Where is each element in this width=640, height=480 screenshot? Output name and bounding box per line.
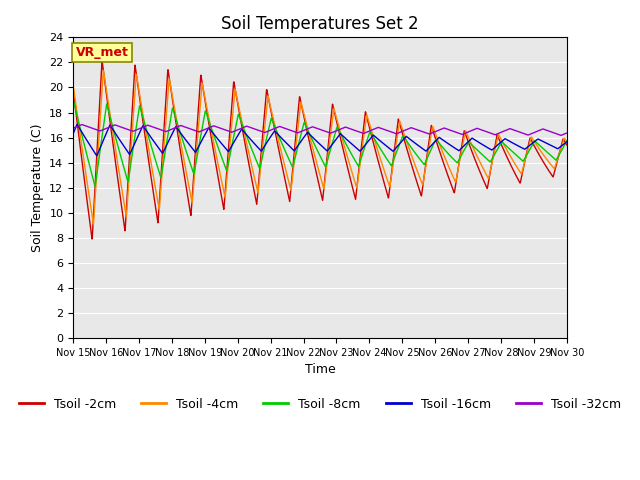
Tsoil -8cm: [345, 146, 353, 152]
Tsoil -16cm: [334, 134, 342, 140]
Tsoil -32cm: [557, 132, 565, 138]
Tsoil -8cm: [563, 138, 571, 144]
X-axis label: Time: Time: [305, 363, 335, 376]
Tsoil -32cm: [520, 131, 527, 136]
Tsoil -16cm: [563, 139, 571, 144]
Tsoil -16cm: [73, 121, 81, 127]
Tsoil -2cm: [334, 126, 342, 132]
Tsoil -32cm: [69, 125, 77, 131]
Tsoil -2cm: [520, 164, 527, 169]
Line: Tsoil -2cm: Tsoil -2cm: [73, 61, 567, 239]
Tsoil -2cm: [534, 149, 541, 155]
Tsoil -8cm: [520, 157, 527, 163]
Tsoil -16cm: [345, 139, 353, 144]
Tsoil -4cm: [534, 144, 541, 149]
Tsoil -4cm: [100, 68, 108, 73]
Tsoil -2cm: [207, 135, 215, 141]
Tsoil -8cm: [534, 141, 541, 146]
Line: Tsoil -16cm: Tsoil -16cm: [73, 124, 567, 156]
Line: Tsoil -4cm: Tsoil -4cm: [73, 71, 567, 224]
Tsoil -2cm: [463, 137, 471, 143]
Tsoil -8cm: [69, 104, 77, 110]
Tsoil -32cm: [334, 127, 342, 133]
Title: Soil Temperatures Set 2: Soil Temperatures Set 2: [221, 15, 419, 33]
Tsoil -32cm: [78, 121, 86, 127]
Tsoil -4cm: [69, 82, 77, 87]
Tsoil -32cm: [533, 129, 541, 134]
Tsoil -8cm: [207, 125, 215, 131]
Tsoil -2cm: [69, 86, 77, 92]
Tsoil -2cm: [99, 58, 106, 64]
Tsoil -32cm: [563, 130, 571, 136]
Tsoil -32cm: [207, 124, 215, 130]
Tsoil -16cm: [207, 128, 215, 134]
Tsoil -8cm: [334, 126, 342, 132]
Legend: Tsoil -2cm, Tsoil -4cm, Tsoil -8cm, Tsoil -16cm, Tsoil -32cm: Tsoil -2cm, Tsoil -4cm, Tsoil -8cm, Tsoi…: [14, 393, 626, 416]
Tsoil -16cm: [520, 146, 527, 152]
Tsoil -16cm: [93, 153, 100, 158]
Tsoil -2cm: [88, 236, 96, 242]
Tsoil -2cm: [563, 142, 571, 148]
Tsoil -8cm: [463, 142, 471, 147]
Y-axis label: Soil Temperature (C): Soil Temperature (C): [31, 123, 44, 252]
Tsoil -8cm: [91, 183, 99, 189]
Tsoil -4cm: [334, 121, 342, 127]
Tsoil -4cm: [345, 159, 353, 165]
Tsoil -16cm: [463, 140, 471, 145]
Tsoil -4cm: [520, 163, 527, 168]
Text: VR_met: VR_met: [76, 47, 129, 60]
Tsoil -4cm: [463, 132, 471, 138]
Tsoil -8cm: [70, 99, 77, 105]
Tsoil -4cm: [90, 221, 97, 227]
Tsoil -2cm: [345, 170, 353, 176]
Tsoil -16cm: [69, 131, 77, 137]
Tsoil -4cm: [207, 127, 215, 133]
Tsoil -4cm: [563, 138, 571, 144]
Tsoil -32cm: [463, 130, 471, 135]
Line: Tsoil -32cm: Tsoil -32cm: [73, 124, 567, 135]
Tsoil -32cm: [345, 125, 353, 131]
Line: Tsoil -8cm: Tsoil -8cm: [73, 102, 567, 186]
Tsoil -16cm: [534, 136, 541, 142]
